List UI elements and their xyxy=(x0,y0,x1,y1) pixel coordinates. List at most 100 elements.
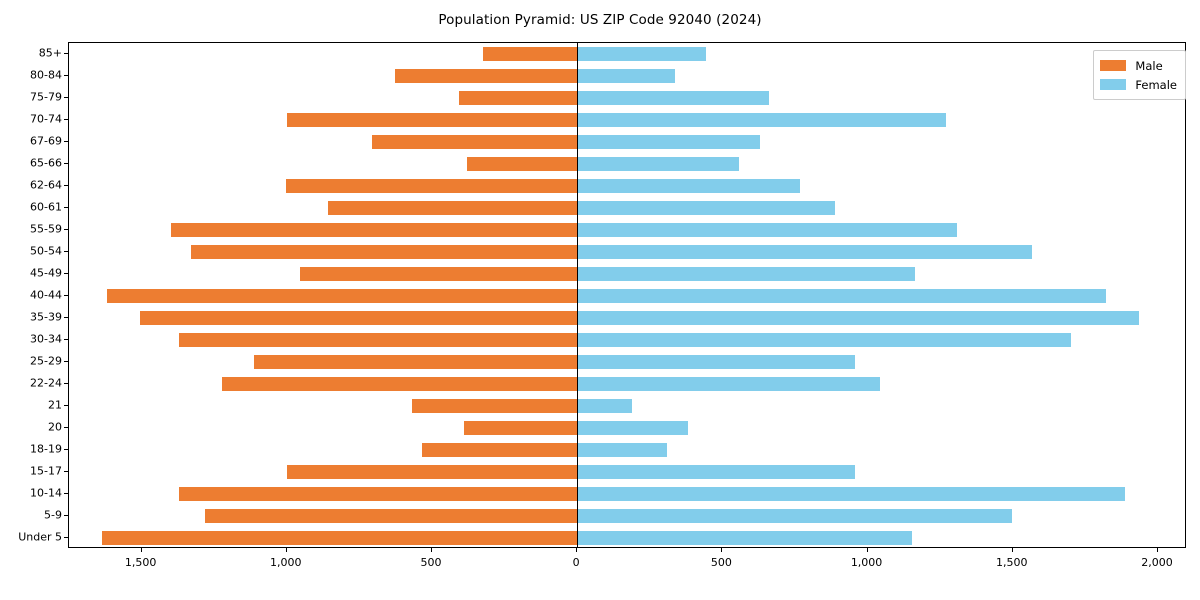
y-tick-mark xyxy=(64,53,68,54)
x-tick-mark xyxy=(285,548,287,552)
bar-row xyxy=(69,333,1185,347)
x-tick-mark xyxy=(140,548,142,552)
bar-female-5-9 xyxy=(577,509,1013,523)
y-tick-label: 67-69 xyxy=(30,134,62,148)
x-tick-mark xyxy=(576,548,578,552)
y-tick-mark xyxy=(64,317,68,318)
bar-male-10-14 xyxy=(179,487,578,501)
bar-female-85- xyxy=(577,47,707,61)
y-tick-label: 80-84 xyxy=(30,68,62,82)
x-tick-label: 0 xyxy=(572,556,580,569)
legend-swatch-icon xyxy=(1100,60,1127,71)
bar-male-18-19 xyxy=(422,443,578,457)
bar-male-50-54 xyxy=(191,245,578,259)
bar-male-62-64 xyxy=(285,179,578,193)
bar-male-35-39 xyxy=(139,311,578,325)
bar-male-65-66 xyxy=(467,157,578,171)
bar-male-85- xyxy=(482,47,578,61)
bar-male-55-59 xyxy=(170,223,578,237)
bar-female-80-84 xyxy=(577,69,675,83)
bar-female-67-69 xyxy=(577,135,760,149)
y-axis-tick-labels: 85+ 80-84 75-79 70-74 67-69 65-66 62-64 60-61 55… xyxy=(0,42,62,548)
bar-male-40-44 xyxy=(107,289,578,303)
bar-female-40-44 xyxy=(577,289,1107,303)
bar-male-21 xyxy=(411,399,578,413)
x-tick-mark xyxy=(866,548,868,552)
bar-male-20 xyxy=(463,421,578,435)
y-tick-mark xyxy=(64,537,68,538)
y-tick-mark xyxy=(64,141,68,142)
legend-swatch-icon xyxy=(1100,79,1127,90)
bar-male-30-34 xyxy=(179,333,578,347)
bar-female-65-66 xyxy=(577,157,739,171)
x-tick-mark xyxy=(1156,548,1158,552)
bar-female-60-61 xyxy=(577,201,836,215)
bar-female-70-74 xyxy=(577,113,946,127)
y-tick-label: 20 xyxy=(48,420,62,434)
bar-female-21 xyxy=(577,399,633,413)
y-tick-mark xyxy=(64,97,68,98)
bar-row xyxy=(69,201,1185,215)
bar-male-67-69 xyxy=(372,135,578,149)
y-tick-label: 70-74 xyxy=(30,112,62,126)
x-tick-label: 2,000 xyxy=(1141,556,1173,569)
y-tick-label: 85+ xyxy=(38,46,62,60)
legend-label: Female xyxy=(1135,77,1177,92)
bar-row xyxy=(69,113,1185,127)
y-tick-label: 21 xyxy=(48,398,62,412)
bar-row xyxy=(69,289,1185,303)
y-tick-mark xyxy=(64,471,68,472)
bar-male-25-29 xyxy=(253,355,578,369)
bar-row xyxy=(69,311,1185,325)
bar-female-75-79 xyxy=(577,91,770,105)
y-tick-label: 62-64 xyxy=(30,178,62,192)
bar-male-5-9 xyxy=(204,509,578,523)
y-tick-label: 10-14 xyxy=(30,486,62,500)
x-tick-mark xyxy=(1011,548,1013,552)
y-tick-mark xyxy=(64,339,68,340)
bar-row xyxy=(69,421,1185,435)
y-tick-mark xyxy=(64,75,68,76)
x-tick-label: 500 xyxy=(710,556,732,569)
bar-female-18-19 xyxy=(577,443,667,457)
bar-female-25-29 xyxy=(577,355,855,369)
bar-female-10-14 xyxy=(577,487,1126,501)
bar-male-80-84 xyxy=(395,69,578,83)
y-tick-mark xyxy=(64,449,68,450)
bar-row xyxy=(69,223,1185,237)
x-tick-label: 1,000 xyxy=(850,556,883,569)
legend-label: Male xyxy=(1135,58,1163,73)
zero-axis-line xyxy=(577,43,579,547)
bar-row xyxy=(69,245,1185,259)
bar-female-20 xyxy=(577,421,688,435)
y-tick-label: 55-59 xyxy=(30,222,62,236)
x-tick-label: 1,500 xyxy=(124,556,157,569)
bar-row xyxy=(69,531,1185,545)
y-tick-mark xyxy=(64,251,68,252)
x-tick-label: 1,500 xyxy=(996,556,1028,569)
x-tick-mark xyxy=(721,548,723,552)
y-tick-label: 40-44 xyxy=(30,288,62,302)
bar-female-30-34 xyxy=(577,333,1072,347)
bar-female-under-5 xyxy=(577,531,912,545)
legend-male[interactable]: Male xyxy=(1100,56,1177,75)
bar-row xyxy=(69,91,1185,105)
y-tick-label: 45-49 xyxy=(30,266,62,280)
y-tick-label: 25-29 xyxy=(30,354,62,368)
bar-row xyxy=(69,465,1185,479)
bar-female-45-49 xyxy=(577,267,916,281)
y-tick-mark xyxy=(64,405,68,406)
y-tick-label: 50-54 xyxy=(30,244,62,258)
bar-row xyxy=(69,69,1185,83)
bar-male-22-24 xyxy=(221,377,578,391)
y-tick-label: 65-66 xyxy=(30,156,62,170)
chart-legend: Male Female xyxy=(1093,50,1186,100)
bar-row xyxy=(69,267,1185,281)
y-tick-mark xyxy=(64,493,68,494)
bar-male-70-74 xyxy=(286,113,578,127)
x-tick-label: 1,000 xyxy=(270,556,302,569)
bar-row xyxy=(69,355,1185,369)
bar-row xyxy=(69,399,1185,413)
legend-female[interactable]: Female xyxy=(1100,75,1177,94)
